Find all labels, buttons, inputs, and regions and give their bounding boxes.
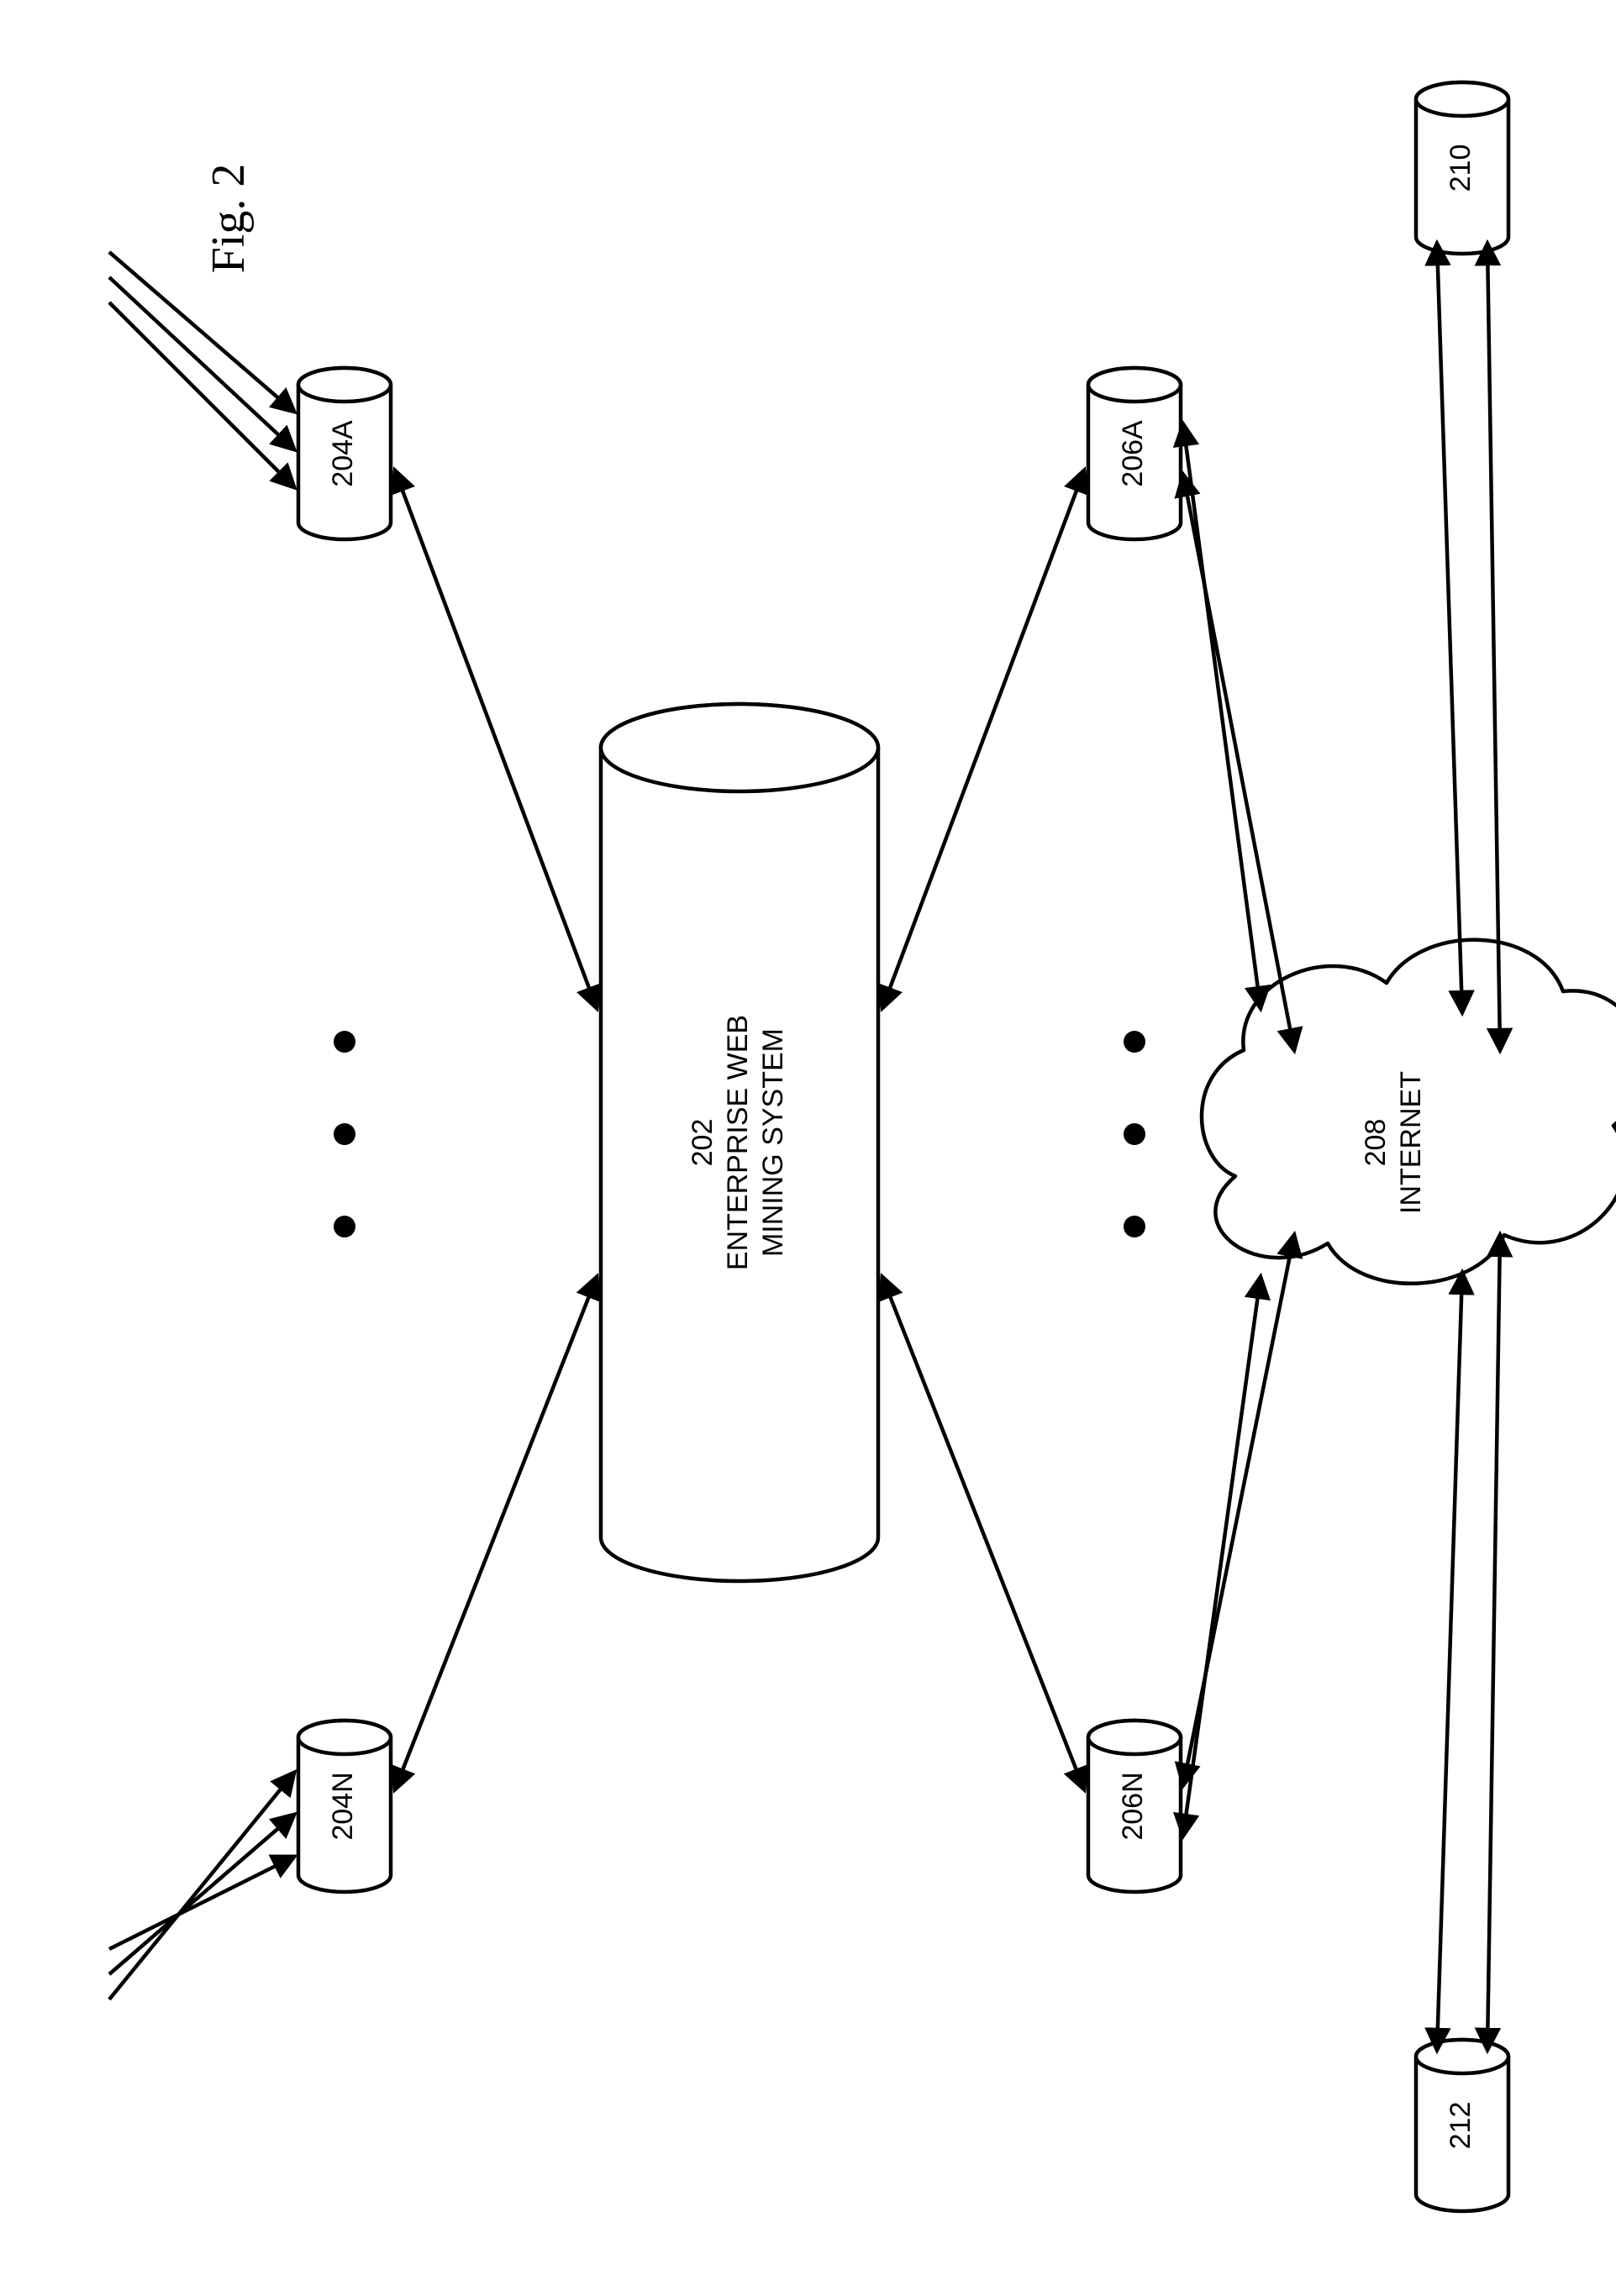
svg-text:204N: 204N — [327, 1772, 359, 1840]
svg-text:204A: 204A — [327, 420, 359, 487]
svg-text:ENTERPRISE WEB: ENTERPRISE WEB — [722, 1015, 754, 1270]
svg-text:MINING SYSTEM: MINING SYSTEM — [757, 1028, 789, 1257]
svg-text:Fig. 2: Fig. 2 — [203, 164, 255, 274]
svg-text:206A: 206A — [1117, 420, 1149, 487]
svg-text:210: 210 — [1445, 144, 1477, 192]
svg-text:212: 212 — [1445, 2102, 1477, 2150]
svg-text:INTERNET: INTERNET — [1395, 1071, 1427, 1214]
svg-text:208: 208 — [1360, 1119, 1392, 1167]
svg-text:202: 202 — [687, 1119, 719, 1167]
svg-text:206N: 206N — [1117, 1772, 1149, 1840]
